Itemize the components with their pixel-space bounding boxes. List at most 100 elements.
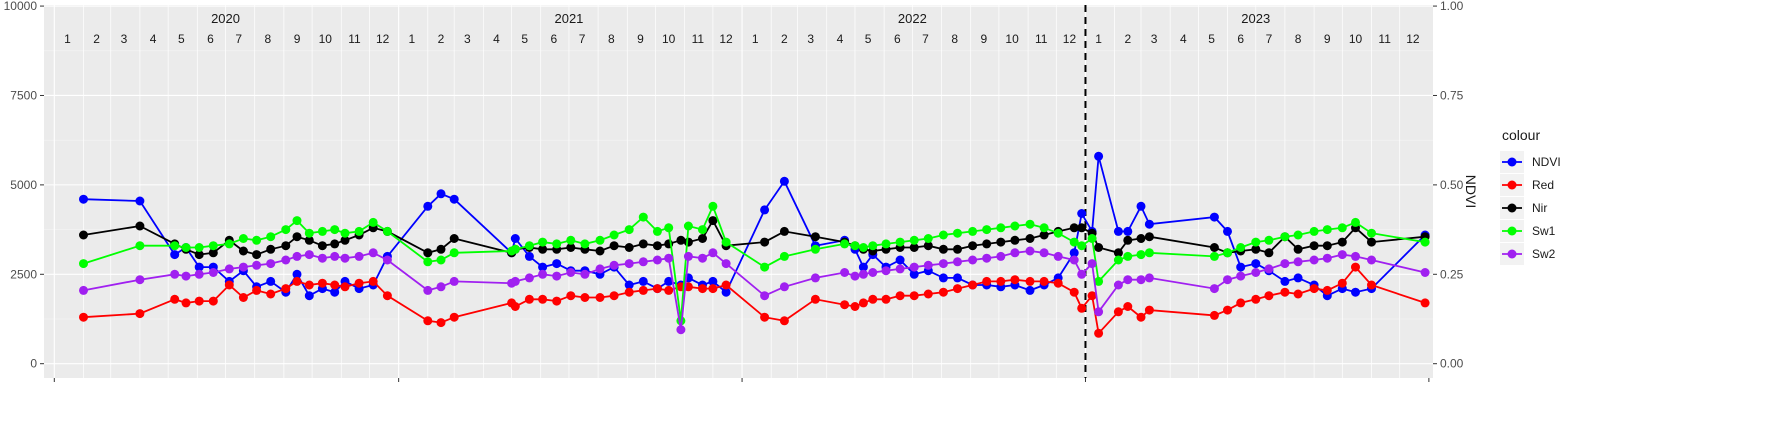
data-point <box>538 244 548 254</box>
data-point <box>194 269 204 279</box>
data-point <box>1069 237 1079 247</box>
data-point <box>1123 302 1133 311</box>
data-point <box>938 287 948 297</box>
data-point <box>1337 278 1347 288</box>
data-point <box>638 285 648 295</box>
data-point <box>1136 275 1146 285</box>
data-point <box>266 276 276 286</box>
data-point <box>266 289 276 299</box>
data-point <box>840 300 850 310</box>
data-point <box>538 237 548 247</box>
month-label: 8 <box>1295 32 1302 46</box>
month-label: 12 <box>719 32 733 46</box>
data-point <box>624 280 634 290</box>
data-point <box>1293 273 1303 283</box>
data-point <box>1251 237 1261 247</box>
data-point <box>982 239 992 249</box>
data-point <box>1209 251 1219 261</box>
data-point <box>1094 276 1104 286</box>
data-point <box>895 255 905 265</box>
month-label: 6 <box>1237 32 1244 46</box>
month-label: 11 <box>1378 32 1391 46</box>
data-point <box>810 244 820 254</box>
data-point <box>1087 234 1097 243</box>
data-point <box>436 244 446 254</box>
data-point <box>524 294 534 304</box>
data-point <box>304 250 314 260</box>
data-point <box>224 264 234 274</box>
y2-tick-label: 0.75 <box>1440 88 1464 102</box>
data-point <box>624 243 634 252</box>
data-point <box>1264 235 1274 245</box>
data-point <box>1123 226 1133 236</box>
data-point <box>1209 310 1219 320</box>
data-point <box>721 280 731 290</box>
data-point <box>292 269 302 279</box>
legend: colour NDVI Red Nir Sw1 Sw2 <box>1500 127 1561 265</box>
data-point <box>968 280 978 290</box>
data-point <box>982 225 992 235</box>
data-point <box>868 241 878 251</box>
data-point <box>664 223 674 233</box>
month-label: 7 <box>1266 32 1273 46</box>
data-point <box>1420 298 1430 308</box>
data-point <box>1136 201 1146 211</box>
data-point <box>1094 307 1104 317</box>
data-point <box>1025 234 1035 243</box>
month-label: 4 <box>837 32 844 46</box>
data-point <box>423 257 433 267</box>
data-point <box>858 262 868 272</box>
data-point <box>1039 276 1049 286</box>
data-point <box>850 271 860 281</box>
data-point <box>624 287 634 297</box>
data-point <box>1309 226 1319 236</box>
data-point <box>1077 269 1087 279</box>
series-sw1 <box>79 201 1430 326</box>
month-label: 8 <box>951 32 958 46</box>
data-point <box>1144 273 1154 283</box>
data-point <box>1094 328 1104 338</box>
data-point <box>708 276 718 286</box>
data-point <box>850 302 860 311</box>
data-point <box>638 212 648 222</box>
data-point <box>868 294 878 304</box>
y2-tick-label: 1.00 <box>1440 0 1464 13</box>
data-point <box>181 298 191 308</box>
year-label: 2020 <box>211 11 240 26</box>
legend-item-sw1: Sw1 <box>1500 220 1556 242</box>
month-label: 7 <box>579 32 586 46</box>
data-point <box>1209 212 1219 222</box>
year-label: 2023 <box>1241 11 1270 26</box>
month-label: 1 <box>64 32 71 46</box>
panel-background <box>44 5 1433 378</box>
data-point <box>923 234 933 243</box>
data-point <box>1280 232 1290 242</box>
data-point <box>1367 255 1376 265</box>
data-point <box>909 291 919 301</box>
data-point <box>595 246 605 256</box>
data-point <box>330 225 340 235</box>
data-point <box>676 235 686 245</box>
data-point <box>609 291 619 301</box>
month-label: 2 <box>1124 32 1131 46</box>
data-point <box>524 251 534 261</box>
month-label: 2 <box>438 32 445 46</box>
data-point <box>1351 217 1360 227</box>
data-point <box>423 316 433 326</box>
month-label: 10 <box>662 32 676 46</box>
data-point <box>968 255 978 265</box>
month-label: 5 <box>865 32 872 46</box>
month-label: 12 <box>1406 32 1420 46</box>
legend-item-red: Red <box>1500 174 1554 196</box>
data-point <box>382 226 392 236</box>
series <box>79 5 1430 378</box>
data-point <box>552 271 562 281</box>
data-point <box>1069 255 1079 265</box>
year-label: 2021 <box>554 11 583 26</box>
month-label: 10 <box>1349 32 1363 46</box>
data-point <box>449 234 459 243</box>
data-point <box>1420 268 1430 277</box>
month-label: 11 <box>348 32 361 46</box>
legend-label: Sw2 <box>1532 247 1556 261</box>
